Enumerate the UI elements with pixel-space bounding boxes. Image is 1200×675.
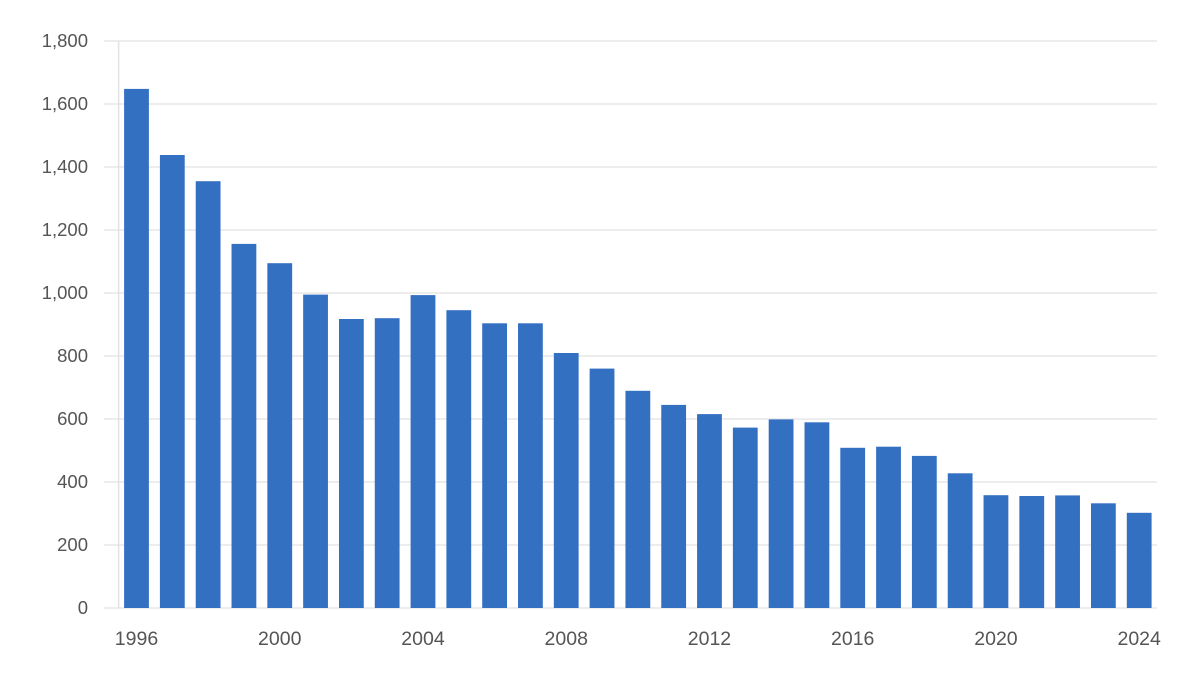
svg-text:800: 800 xyxy=(57,345,88,366)
svg-text:200: 200 xyxy=(57,534,88,555)
svg-text:2016: 2016 xyxy=(831,628,874,650)
svg-text:400: 400 xyxy=(57,471,88,492)
svg-text:2024: 2024 xyxy=(1117,628,1161,650)
svg-text:1,000: 1,000 xyxy=(42,282,88,303)
svg-text:1,800: 1,800 xyxy=(42,30,88,51)
svg-text:1,400: 1,400 xyxy=(42,156,88,177)
svg-text:1996: 1996 xyxy=(115,628,158,650)
svg-text:2008: 2008 xyxy=(545,628,588,650)
svg-text:600: 600 xyxy=(57,408,88,429)
svg-text:2004: 2004 xyxy=(401,628,445,650)
svg-text:2000: 2000 xyxy=(258,628,302,650)
svg-text:1,200: 1,200 xyxy=(42,219,88,240)
svg-text:2012: 2012 xyxy=(688,628,731,650)
svg-text:1,600: 1,600 xyxy=(42,93,88,114)
svg-text:2020: 2020 xyxy=(974,628,1018,650)
svg-text:0: 0 xyxy=(78,597,88,618)
